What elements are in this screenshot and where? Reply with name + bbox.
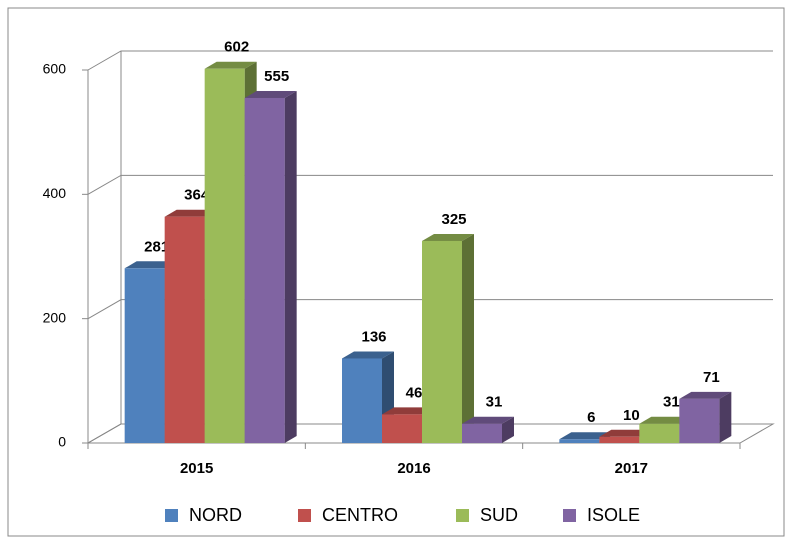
bar-top	[204, 61, 257, 69]
y-tick-label: 400	[43, 185, 67, 201]
value-label: 602	[224, 39, 249, 56]
bar	[244, 97, 285, 443]
value-label: 31	[663, 394, 680, 411]
bar-top	[342, 351, 394, 359]
value-label: 10	[623, 407, 640, 424]
legend-marker	[456, 509, 469, 522]
grid-line	[87, 423, 773, 444]
bar	[204, 68, 245, 444]
bar-side	[284, 90, 297, 443]
value-label: 281	[144, 238, 169, 255]
bar-top	[559, 432, 612, 440]
value-label: 325	[441, 211, 466, 228]
bar-side	[719, 391, 732, 443]
legend-label: CENTRO	[322, 505, 398, 525]
grid-line	[87, 50, 773, 71]
value-label: 6	[587, 409, 595, 426]
chart-frame	[7, 7, 785, 537]
bar	[599, 436, 640, 443]
bar-top	[382, 407, 434, 415]
value-label: 364	[184, 187, 210, 204]
bar-top	[124, 261, 177, 269]
bar-top	[422, 233, 474, 241]
value-label: 31	[486, 394, 503, 411]
bar-top	[599, 429, 652, 437]
bar	[559, 439, 600, 443]
bar	[342, 358, 382, 443]
grid-line	[87, 174, 773, 195]
bar	[124, 268, 165, 443]
legend-label: SUD	[480, 505, 518, 525]
legend-label: ISOLE	[587, 505, 640, 525]
x-tick-label: 2017	[615, 460, 648, 477]
grid-line	[87, 299, 773, 320]
bar	[462, 423, 502, 443]
bar-top	[244, 90, 297, 98]
bar	[164, 216, 205, 443]
legend-marker	[165, 509, 178, 522]
y-tick-label: 200	[43, 309, 67, 325]
legend-marker	[563, 509, 576, 522]
bar	[679, 398, 720, 443]
value-label: 136	[361, 328, 386, 345]
y-tick-label: 0	[58, 434, 66, 450]
bar	[382, 414, 422, 443]
y-tick-label: 600	[43, 61, 67, 77]
value-label: 46	[406, 384, 423, 401]
value-label: 71	[703, 369, 720, 386]
bar-top	[462, 416, 514, 424]
legend-label: NORD	[189, 505, 242, 525]
bar	[422, 240, 462, 443]
bar-side	[502, 416, 514, 443]
bar-top	[639, 416, 692, 424]
bar-top	[679, 391, 732, 399]
x-tick-label: 2015	[180, 460, 213, 477]
value-label: 555	[264, 68, 289, 85]
legend-marker	[298, 509, 311, 522]
bar	[639, 423, 680, 443]
bar-side	[462, 233, 474, 443]
bar-top	[164, 209, 217, 217]
x-tick-label: 2016	[397, 460, 430, 477]
